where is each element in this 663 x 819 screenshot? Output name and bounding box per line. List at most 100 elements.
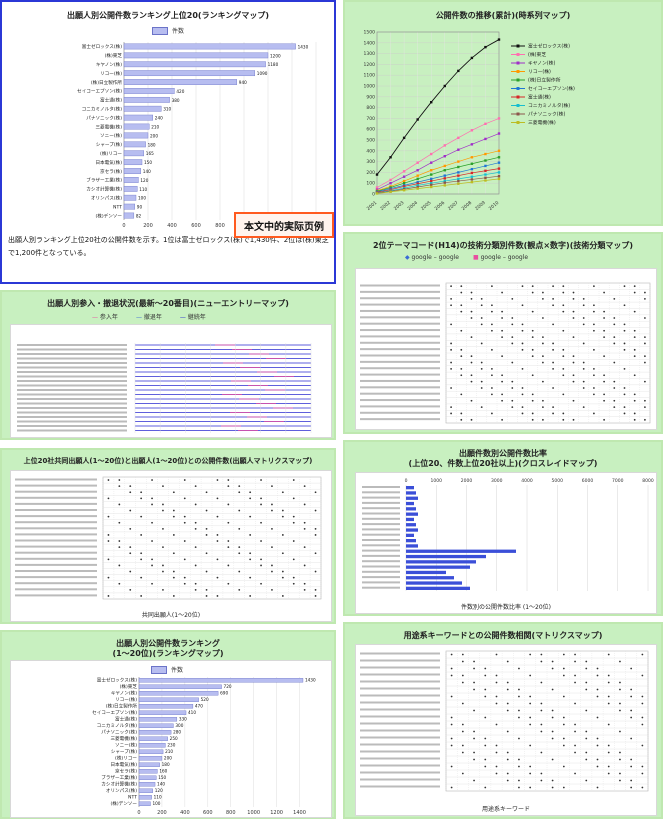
matrix-point (293, 497, 295, 499)
matrix-point (293, 583, 295, 585)
share-bar (406, 502, 414, 505)
matrix-point (473, 682, 475, 684)
matrix-point (608, 766, 610, 768)
matrix-point (173, 552, 175, 554)
x-tick-label: 2010 (488, 200, 501, 212)
category-label: シャープ(株) (96, 141, 122, 148)
matrix-point (227, 504, 229, 506)
matrix-point (624, 387, 626, 389)
matrix-point (118, 485, 120, 487)
bar-value-label: 140 (143, 169, 151, 174)
data-point (389, 156, 391, 158)
matrix-point (574, 703, 576, 705)
category-label: セイコーエプソン(株) (92, 709, 137, 716)
matrix-point (460, 285, 462, 287)
matrix-point (563, 668, 565, 670)
matrix-point (597, 717, 599, 719)
matrix-point (460, 419, 462, 421)
matrix-point (529, 773, 531, 775)
legend-label: リコー(株) (528, 68, 551, 75)
bar-value-label: 330 (179, 717, 187, 722)
matrix-point (496, 654, 498, 656)
matrix-point (484, 745, 486, 747)
row-label-placeholder (362, 513, 400, 515)
panel-applicant-matrix: 上位20社共同出願人(1～20位)と出願人(1～20位)との公開件数(出願人マト… (0, 448, 336, 624)
matrix-point (522, 387, 524, 389)
matrix-point (238, 571, 240, 573)
y-tick-label: 400 (366, 148, 375, 154)
matrix-point (140, 577, 142, 579)
category-label: ソニー(株) (100, 132, 122, 139)
matrix-point (227, 583, 229, 585)
legend-label: (株)日立製作所 (528, 77, 561, 84)
matrix-point (583, 323, 585, 325)
legend-label: (株)東芝 (528, 51, 546, 58)
matrix-point (462, 703, 464, 705)
bar (139, 776, 156, 780)
row-label-placeholder (360, 355, 440, 357)
matrix-point (260, 558, 262, 560)
chart-area: 共同出願人(1～20位) (10, 470, 332, 622)
keyword-matrix (356, 645, 656, 815)
row-label-placeholder (360, 674, 440, 676)
row-label-placeholder (360, 779, 440, 781)
matrix-point (496, 745, 498, 747)
matrix-point (484, 759, 486, 761)
category-label: (株)日立製作所 (106, 703, 138, 710)
matrix-point (450, 362, 452, 364)
matrix-point (522, 393, 524, 395)
matrix-point (619, 682, 621, 684)
bar-value-label: 82 (136, 214, 142, 219)
bar-value-label: 420 (176, 89, 184, 94)
matrix-point (195, 522, 197, 524)
matrix-point (619, 773, 621, 775)
row-label-placeholder (360, 291, 440, 293)
x-tick-label: 0 (137, 810, 140, 816)
matrix-point (507, 773, 509, 775)
matrix-point (597, 759, 599, 761)
matrix-point (484, 696, 486, 698)
matrix-point (315, 571, 317, 573)
data-point (457, 70, 459, 72)
matrix-point (529, 696, 531, 698)
matrix-point (501, 317, 503, 319)
matrix-point (460, 413, 462, 415)
data-point (498, 178, 500, 180)
matrix-point (471, 298, 473, 300)
panel-ranking-top20: 出願人別公開件数ランキング上位20(ランキングマップ) 件数 020040060… (0, 0, 336, 284)
data-point (376, 186, 378, 188)
matrix-point (293, 479, 295, 481)
matrix-point (484, 675, 486, 677)
matrix-point (574, 745, 576, 747)
legend-label: セイコーエプソン(株) (528, 85, 575, 92)
y-tick-label: 100 (366, 181, 375, 187)
data-point (484, 123, 486, 125)
matrix-point (451, 787, 453, 789)
matrix-point (491, 304, 493, 306)
legend-marker (517, 96, 520, 99)
matrix-point (140, 497, 142, 499)
row-label-placeholder (17, 349, 127, 351)
category-label: セイコーエプソン(株) (77, 88, 122, 95)
matrix-point (491, 285, 493, 287)
bar-value-label: 410 (188, 710, 196, 715)
matrix-point (462, 745, 464, 747)
matrix-point (613, 381, 615, 383)
matrix-point (271, 485, 273, 487)
x-tick-label: 200 (143, 223, 153, 229)
row-label-placeholder (17, 358, 127, 360)
row-label-placeholder (360, 374, 440, 376)
legend-item-1: ◆ google – google (405, 254, 459, 261)
data-point (403, 182, 405, 184)
bar (139, 724, 173, 728)
share-bar (406, 544, 418, 547)
matrix-point (260, 504, 262, 506)
matrix-point (585, 780, 587, 782)
ranking-chart: 02004006008001000120014001600富士ゼロックス(株)1… (4, 36, 334, 232)
matrix-point (507, 731, 509, 733)
matrix-point (644, 317, 646, 319)
row-label-placeholder (360, 653, 440, 655)
matrix-point (518, 689, 520, 691)
row-label-placeholder (362, 507, 400, 509)
matrix-point (206, 595, 208, 597)
